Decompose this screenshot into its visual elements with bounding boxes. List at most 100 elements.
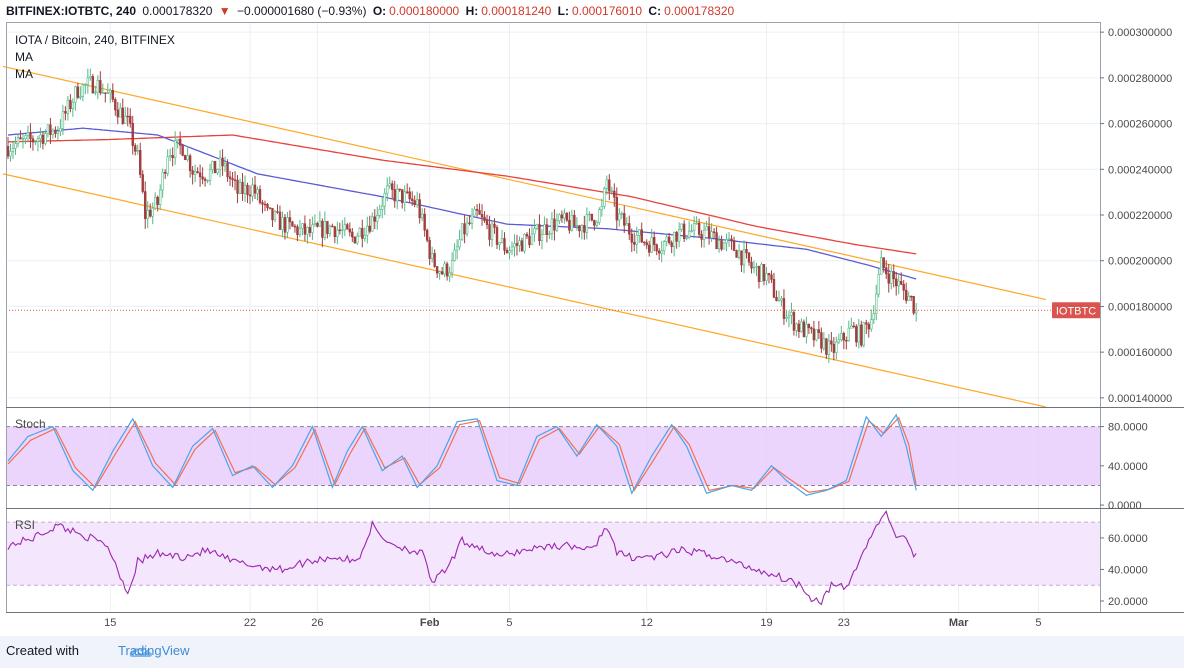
candle xyxy=(762,263,766,286)
candle xyxy=(261,200,264,214)
candle xyxy=(840,325,843,342)
candle xyxy=(420,208,424,222)
time-axis[interactable]: 15 22 26 Feb 5 12 19 23 Mar 5 xyxy=(104,617,1041,629)
candle-body xyxy=(902,283,905,291)
candle xyxy=(358,226,361,237)
candle xyxy=(131,115,134,155)
oscillator-bands xyxy=(6,426,1100,586)
candle-body xyxy=(366,225,369,236)
candle-body xyxy=(61,111,65,129)
candle xyxy=(805,316,808,344)
candle xyxy=(498,242,501,251)
legend-ma-2[interactable]: MA xyxy=(15,67,33,81)
candle xyxy=(842,331,846,350)
candle xyxy=(835,336,838,360)
candle xyxy=(772,272,776,299)
candle-body xyxy=(233,179,237,181)
candle-body xyxy=(550,218,554,234)
candle-body xyxy=(223,163,227,167)
time-tick-label: Feb xyxy=(420,617,440,629)
candle xyxy=(722,241,726,250)
candle xyxy=(827,333,831,363)
candle xyxy=(732,236,736,251)
candle xyxy=(191,165,194,185)
rsi-legend[interactable]: RSI xyxy=(15,518,35,532)
price-tick-label: 0.000220000 xyxy=(1108,210,1172,222)
candle xyxy=(233,171,237,191)
candle xyxy=(49,117,52,145)
price-tick-label: 0.000180000 xyxy=(1108,301,1172,313)
candle xyxy=(867,321,870,338)
candle xyxy=(54,126,57,138)
low-label: L: xyxy=(557,4,569,18)
stoch-legend[interactable]: Stoch xyxy=(15,417,46,431)
candle-body xyxy=(410,198,414,201)
candle xyxy=(203,176,207,187)
candle xyxy=(266,202,269,211)
candle-body xyxy=(528,235,531,246)
candle-body xyxy=(605,179,609,189)
candle xyxy=(173,131,177,165)
candle-body xyxy=(14,143,17,149)
candle-body xyxy=(276,211,279,213)
candle-body xyxy=(263,203,267,206)
candle xyxy=(181,143,184,157)
candle-body xyxy=(643,241,646,244)
candle-body xyxy=(565,212,569,221)
candle-body xyxy=(136,150,139,152)
candle-body xyxy=(91,76,95,94)
chart-canvas[interactable]: 0.000300000 0.000280000 0.000260000 0.00024… xyxy=(0,22,1184,636)
candle-body xyxy=(545,224,549,235)
candle xyxy=(635,226,638,254)
candle-body xyxy=(368,225,371,232)
candle-body xyxy=(707,226,711,239)
candle xyxy=(692,216,696,239)
candle-body xyxy=(346,224,349,230)
price-axis[interactable]: 0.000300000 0.000280000 0.000260000 0.00024… xyxy=(1100,27,1172,608)
candle xyxy=(620,211,623,219)
candle-body xyxy=(520,240,524,252)
price-tick-label: 0.000300000 xyxy=(1108,27,1172,39)
candle xyxy=(862,321,865,348)
tradingview-cloud-icon[interactable] xyxy=(88,640,198,664)
candle xyxy=(650,228,653,253)
candle-body xyxy=(16,137,20,144)
candle-body xyxy=(523,233,526,252)
price-tick-label: 0.000280000 xyxy=(1108,73,1172,85)
symbol-label[interactable]: BITFINEX:IOTBTC, 240 xyxy=(6,4,137,18)
candle xyxy=(782,289,786,325)
candle xyxy=(613,183,616,207)
candle-body xyxy=(378,209,381,216)
candle xyxy=(353,236,357,244)
candle-body xyxy=(248,194,252,197)
candle xyxy=(583,216,586,240)
candle xyxy=(161,168,164,198)
candle xyxy=(293,223,297,233)
candle-body xyxy=(296,226,299,235)
legend-ma-1[interactable]: MA xyxy=(15,50,33,64)
candle xyxy=(460,223,464,241)
candle xyxy=(907,291,910,301)
tradingview-brand[interactable]: TradingView xyxy=(118,643,190,658)
candle xyxy=(598,207,601,225)
candle xyxy=(74,85,77,111)
candle-body xyxy=(271,207,274,221)
candle-body xyxy=(483,216,486,221)
candle xyxy=(373,209,376,230)
stoch-lines xyxy=(7,413,917,496)
candle xyxy=(902,280,905,300)
candle xyxy=(847,320,851,342)
candle-body xyxy=(515,243,519,246)
candle-body xyxy=(358,227,361,237)
candle-body xyxy=(149,209,152,217)
candle xyxy=(573,210,576,227)
candle-body xyxy=(455,246,459,251)
candle xyxy=(690,224,693,233)
candle-body xyxy=(845,340,848,342)
candle-body xyxy=(293,225,297,228)
pane-legends: IOTA / Bitcoin, 240, BITFINEX MA MA Stoc… xyxy=(15,33,175,532)
candle-body xyxy=(904,289,908,301)
candle xyxy=(653,231,656,252)
candle-body xyxy=(533,228,536,235)
candle xyxy=(381,197,384,219)
